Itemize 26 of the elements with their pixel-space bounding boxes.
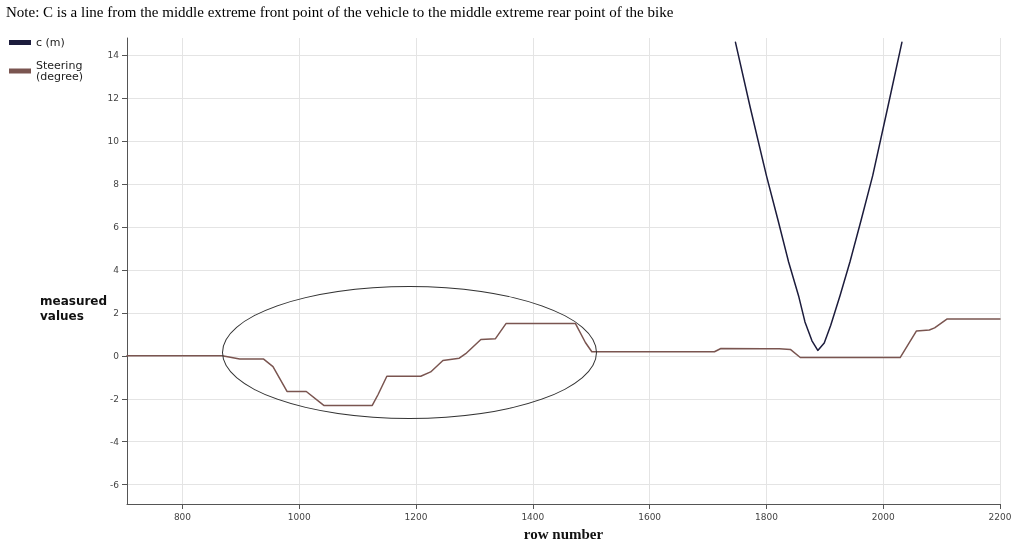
- legend-label: c (m): [36, 36, 65, 49]
- y-tick-label: 2: [113, 307, 119, 318]
- line-series: [126, 318, 1001, 407]
- y-tick-label: -4: [110, 436, 120, 447]
- y-tick-label: -6: [110, 479, 120, 490]
- y-tick-label: 0: [113, 350, 120, 361]
- y-tick-label: 14: [107, 50, 120, 61]
- x-axis-title: row number: [523, 525, 604, 542]
- legend-label: Steering (degree): [36, 59, 86, 83]
- x-tick-label: 1600: [638, 511, 662, 522]
- y-tick-label: 4: [113, 264, 120, 275]
- y-tick-label: 10: [107, 136, 120, 147]
- x-tick-label: 800: [173, 511, 192, 522]
- text: Note: C is a line from the middle extreme front point of the vehicle to the middle extreme rear point of the bike: [6, 4, 674, 21]
- y-tick-label: 8: [113, 179, 120, 190]
- line-series: [734, 41, 903, 352]
- x-tick-label: 1000: [287, 511, 311, 522]
- y-tick-label: 6: [113, 221, 120, 232]
- y-tick-label: -2: [110, 393, 119, 404]
- y-axis-title: measured values: [40, 294, 108, 324]
- x-tick-label: 1200: [404, 511, 428, 522]
- x-tick-label: 2000: [871, 511, 895, 522]
- x-tick-label: 1400: [521, 511, 545, 522]
- y-tick-label: 12: [107, 93, 119, 104]
- x-tick-label: 2200: [988, 511, 1012, 522]
- x-tick-label: 1800: [754, 511, 779, 522]
